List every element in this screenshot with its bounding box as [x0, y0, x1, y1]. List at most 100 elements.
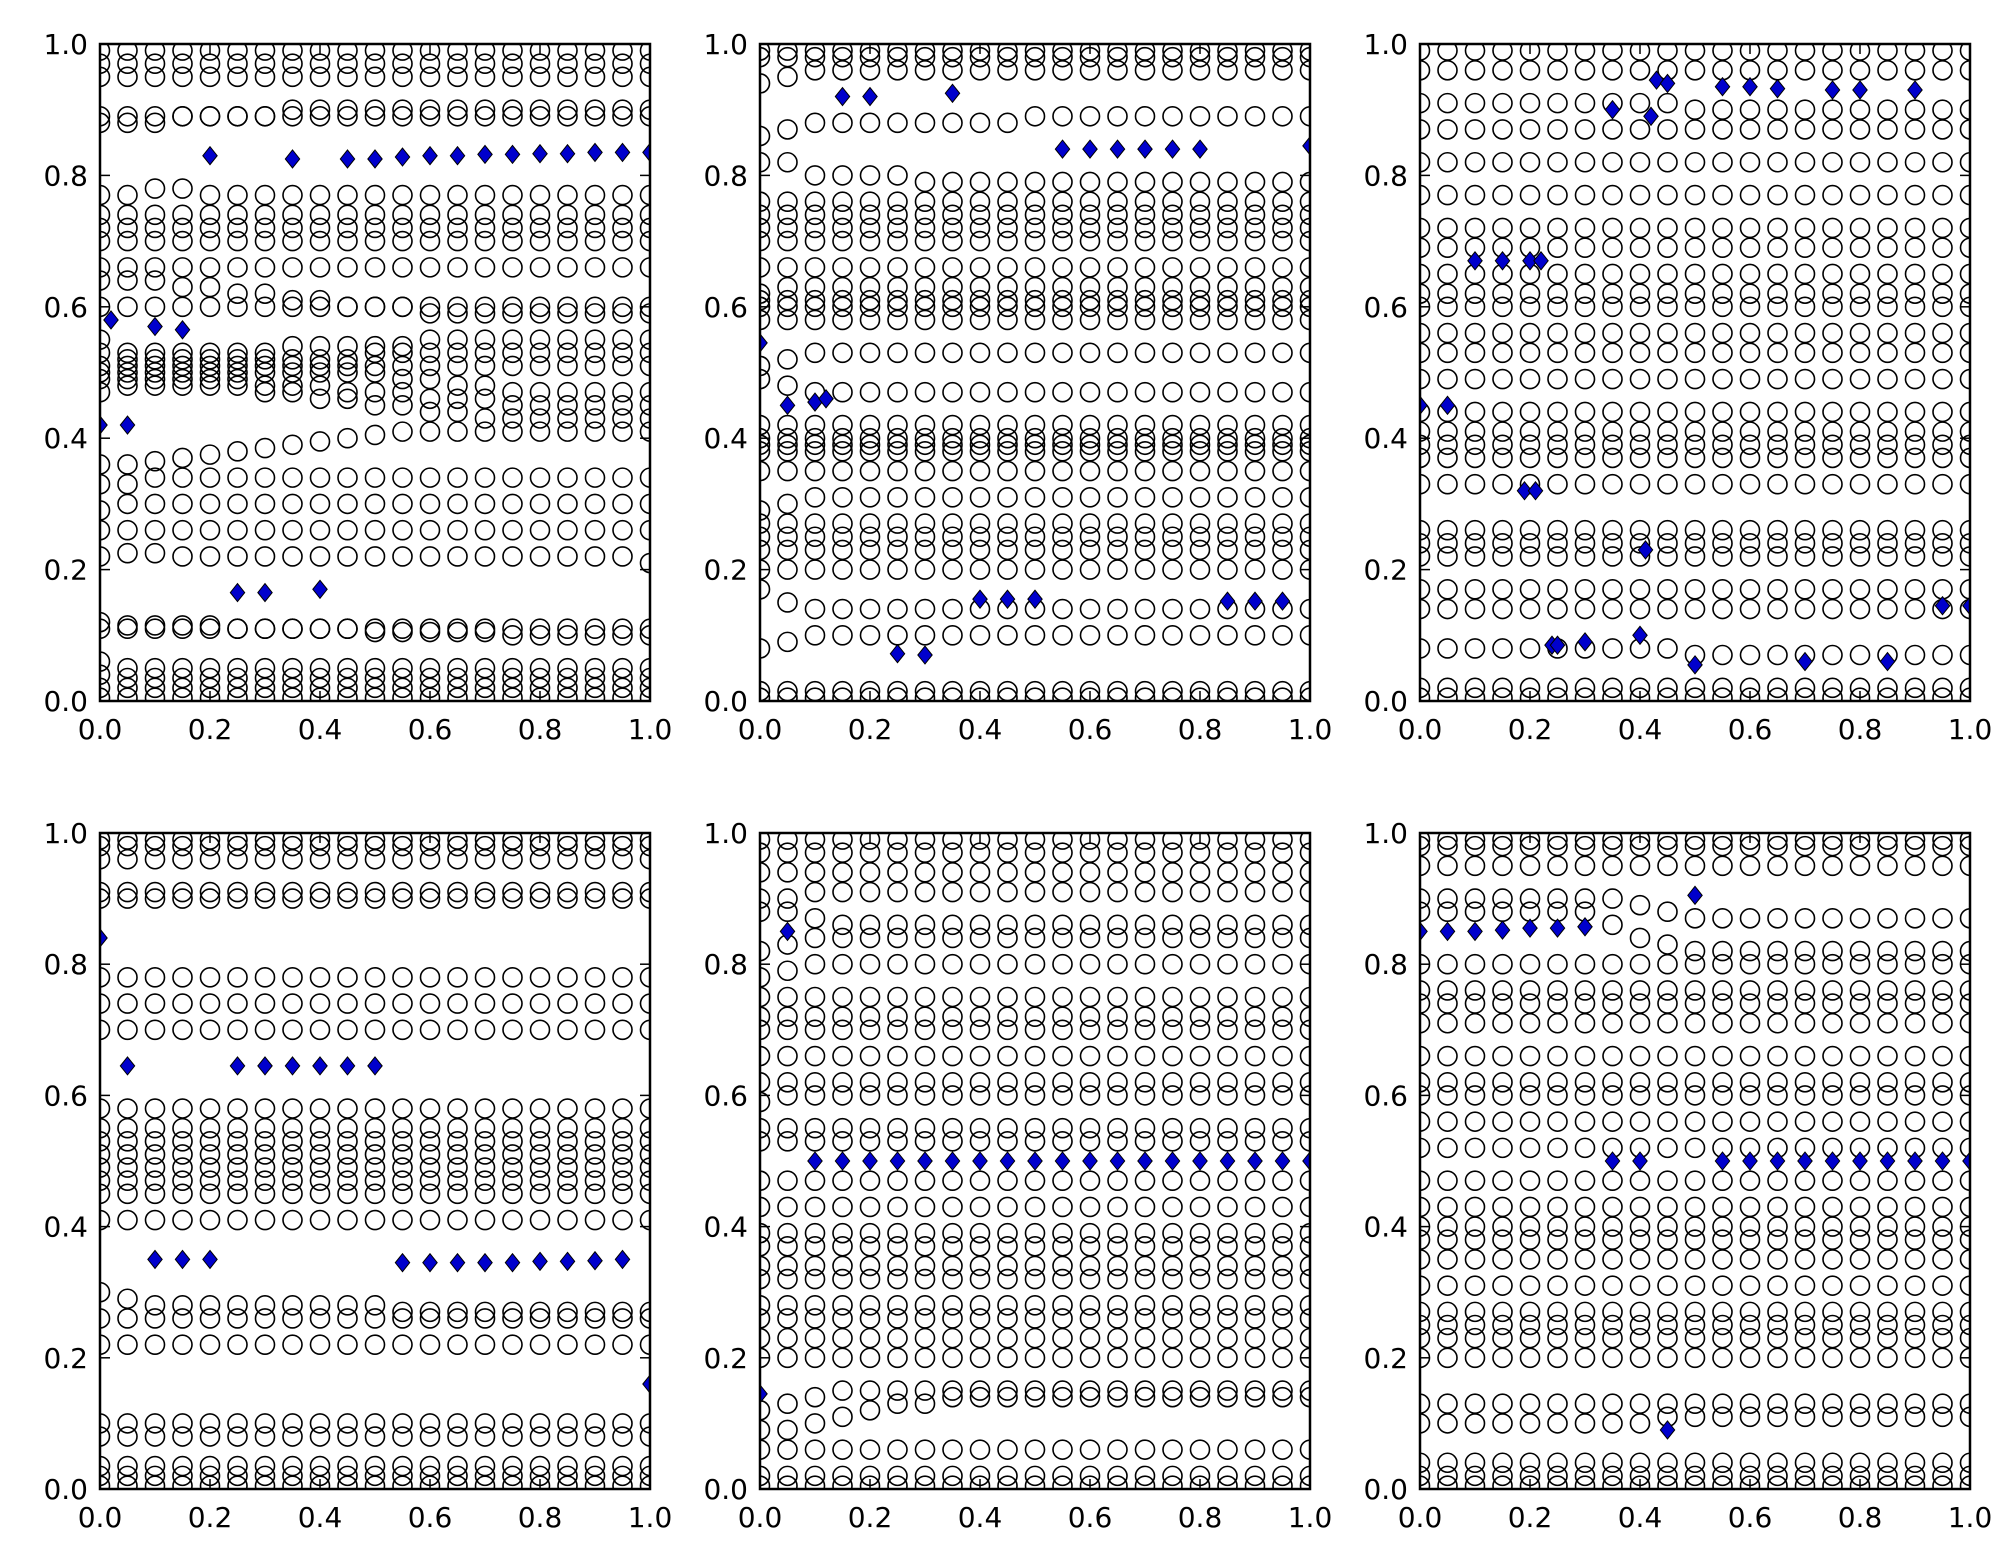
- circle-point: [1602, 1275, 1623, 1296]
- circle-point: [1657, 1275, 1678, 1296]
- diamond-point: [1879, 1151, 1896, 1171]
- circle-point: [1904, 401, 1926, 423]
- circle-point: [172, 1144, 193, 1165]
- circle-point: [1519, 1196, 1541, 1218]
- circle-point: [1547, 434, 1568, 456]
- circle-point: [100, 1308, 111, 1329]
- circle-point: [1877, 1196, 1898, 1218]
- circle-point: [172, 967, 193, 988]
- circle-point: [144, 881, 166, 903]
- circle-point: [172, 355, 193, 377]
- circle-point: [309, 657, 331, 679]
- circle-point: [1134, 1327, 1156, 1349]
- circle-point: [309, 967, 331, 988]
- circle-point: [557, 888, 578, 909]
- circle-point: [1602, 1045, 1623, 1067]
- circle-point: [859, 1268, 881, 1290]
- circle-point: [914, 842, 936, 863]
- circle-point: [419, 667, 441, 689]
- circle-point: [804, 1045, 826, 1067]
- circle-point: [1162, 191, 1183, 212]
- circle-point: [1629, 1071, 1651, 1093]
- circle-point: [1052, 539, 1073, 561]
- circle-point: [1189, 44, 1211, 61]
- circle-point: [1959, 855, 1970, 877]
- circle-point: [1492, 579, 1513, 600]
- circle-point: [502, 329, 523, 350]
- circle-point: [1767, 1249, 1788, 1270]
- circle-point: [1437, 533, 1458, 554]
- circle-point: [1244, 414, 1266, 436]
- circle-point: [612, 967, 633, 988]
- circle-point: [1134, 1117, 1156, 1139]
- circle-point: [1420, 901, 1431, 923]
- circle-point: [337, 296, 358, 318]
- circle-point: [254, 888, 276, 909]
- circle-point: [832, 1019, 853, 1041]
- circle-point: [1959, 579, 1970, 600]
- circle-point: [760, 1131, 771, 1152]
- circle-point: [1420, 421, 1431, 442]
- circle-point: [1244, 1268, 1266, 1290]
- circle-point: [474, 184, 496, 206]
- circle-point: [1189, 276, 1211, 298]
- diamond-point: [1659, 73, 1676, 94]
- circle-point: [887, 914, 908, 936]
- circle-point: [1739, 1347, 1761, 1369]
- circle-point: [337, 493, 358, 515]
- circle-point: [777, 1419, 798, 1441]
- circle-point: [1299, 1019, 1310, 1041]
- circle-point: [419, 993, 441, 1014]
- circle-point: [914, 1327, 936, 1349]
- circle-point: [364, 1183, 386, 1205]
- circle-point: [1767, 99, 1788, 120]
- circle-point: [1739, 687, 1761, 701]
- circle-point: [1244, 1308, 1266, 1329]
- circle-point: [1602, 855, 1623, 877]
- circle-point: [474, 1170, 496, 1191]
- circle-point: [1299, 842, 1310, 863]
- circle-point: [1420, 1413, 1431, 1434]
- circle-point: [1959, 1249, 1970, 1270]
- circle-point: [1024, 1268, 1046, 1290]
- circle-point: [1822, 1301, 1843, 1323]
- circle-point: [1189, 1386, 1211, 1408]
- circle-point: [914, 526, 936, 548]
- circle-point: [969, 1071, 991, 1093]
- circle-point: [832, 112, 853, 134]
- circle-point: [1822, 533, 1843, 554]
- circle-point: [1272, 1222, 1293, 1244]
- circle-point: [282, 184, 303, 206]
- circle-point: [227, 993, 248, 1014]
- diamond-point: [1137, 139, 1153, 159]
- circle-point: [199, 276, 221, 298]
- circle-point: [1492, 980, 1513, 1001]
- circle-point: [1079, 1235, 1101, 1257]
- circle-point: [1904, 677, 1926, 699]
- circle-point: [1079, 513, 1101, 534]
- circle-point: [502, 355, 523, 377]
- circle-point: [1134, 1465, 1156, 1487]
- circle-point: [1134, 230, 1156, 252]
- circle-point: [282, 434, 303, 456]
- circle-point: [1547, 421, 1568, 442]
- circle-point: [1794, 1475, 1816, 1489]
- circle-point: [419, 1098, 441, 1119]
- circle-point: [447, 621, 468, 643]
- circle-point: [1574, 1452, 1596, 1474]
- circle-point: [529, 618, 551, 640]
- circle-point: [1794, 1393, 1816, 1415]
- circle-point: [1244, 862, 1266, 883]
- circle-point: [804, 539, 826, 561]
- circle-point: [529, 833, 551, 850]
- circle-point: [1272, 539, 1293, 561]
- circle-point: [1189, 171, 1211, 193]
- circle-point: [859, 1006, 881, 1027]
- circle-point: [1272, 559, 1293, 580]
- subplot-2: 0.0 0.2 0.4 0.6 0.8 1.00.00.20.40.60.81.0: [703, 28, 1332, 746]
- circle-point: [144, 450, 166, 472]
- circle-point: [1272, 526, 1293, 548]
- circle-point: [1052, 624, 1073, 646]
- circle-point: [1629, 1216, 1651, 1237]
- circle-point: [887, 953, 908, 975]
